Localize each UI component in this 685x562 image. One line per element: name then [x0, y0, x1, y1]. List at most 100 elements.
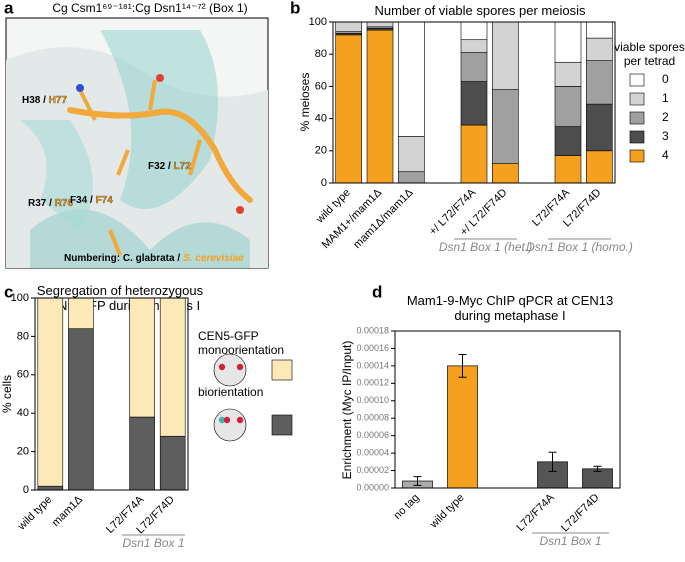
bar-segment — [460, 52, 488, 82]
legend-label: 4 — [662, 148, 669, 162]
bar-segment — [586, 37, 613, 61]
bar-segment — [335, 34, 362, 184]
legend-label: CEN5-GFP monoorientation — [198, 329, 285, 357]
legend-label: 0 — [662, 72, 669, 86]
bar-segment — [554, 61, 582, 87]
y-axis-label: % meioses — [298, 73, 312, 132]
bar-segment — [554, 155, 582, 184]
group-label: Dsn1 Box 1 (het.) — [439, 240, 532, 254]
residue-cg: R37 — [28, 198, 47, 209]
y-tick-label: 0.00000 — [356, 482, 389, 492]
chart-title: Number of viable spores per meiosis — [374, 3, 586, 18]
y-tick-label: 80 — [17, 330, 29, 342]
bar-segment — [68, 328, 94, 491]
residue-label: F34 / F74 — [70, 195, 113, 206]
legend-dot — [236, 416, 244, 424]
y-tick-label: 100 — [11, 292, 29, 304]
legend-diagram — [213, 353, 247, 387]
residue-sc: F74 — [96, 195, 114, 206]
bar-segment — [398, 171, 425, 184]
plot-frame — [332, 21, 616, 184]
legend-label: biorientation — [198, 385, 264, 399]
panel-label: a — [4, 0, 14, 17]
legend-swatch — [271, 359, 293, 381]
numbering-highlight: S. cerevisiae — [183, 253, 244, 264]
plot-frame — [34, 297, 189, 491]
y-tick-label: 60 — [315, 80, 327, 92]
x-tick-label: wild type — [427, 492, 466, 531]
structure-title: Cg Csm1⁶⁹⁻¹⁸¹:Cg Dsn1¹⁴⁻⁷² (Box 1) — [52, 1, 247, 15]
legend-swatch — [629, 73, 645, 87]
structure-image — [5, 17, 269, 269]
bar-segment — [159, 297, 186, 437]
x-tick-label: wild type — [15, 494, 54, 533]
y-tick-label: 0 — [321, 177, 327, 189]
bar-segment — [366, 21, 394, 28]
y-tick-label: 0.00010 — [356, 395, 389, 405]
separator: / — [165, 161, 173, 172]
bar-segment — [460, 39, 488, 53]
bar-segment — [492, 89, 519, 164]
x-tick-label: mam1Δ — [50, 493, 86, 529]
bar — [447, 365, 478, 489]
error-bar — [593, 465, 602, 472]
bar-segment — [398, 136, 425, 173]
error-bar — [413, 476, 422, 486]
legend-swatch — [629, 92, 645, 106]
bar-segment — [129, 416, 155, 491]
legend-diagram — [213, 408, 247, 442]
panel-label: c — [4, 282, 13, 301]
group-label: Dsn1 Box 1 (homo.) — [526, 240, 633, 254]
separator: / — [87, 195, 95, 206]
legend-label: biorientation — [198, 385, 264, 399]
bar-segment — [492, 163, 519, 184]
residue-cg: H38 — [22, 95, 41, 106]
bar-segment — [586, 60, 613, 105]
legend-title: viable spores per tetrad — [614, 40, 685, 68]
y-tick-label: 0.00004 — [356, 447, 389, 457]
legend-swatch — [629, 130, 645, 144]
residue-label: R37 / R76 — [28, 198, 73, 209]
y-axis-label: % cells — [0, 375, 14, 413]
residue-sc: R76 — [55, 198, 74, 209]
y-tick-label: 20 — [17, 446, 29, 458]
legend-dot — [236, 363, 244, 371]
x-tick-label: L72/F74D — [559, 492, 602, 535]
legend-swatch — [629, 111, 645, 125]
legend-label: 1 — [662, 91, 669, 105]
y-tick-label: 0.00018 — [356, 325, 389, 335]
bar-segment — [37, 485, 64, 491]
y-tick-label: 0.00006 — [356, 430, 389, 440]
y-tick-label: 20 — [315, 145, 327, 157]
bar-segment — [554, 126, 582, 156]
plot-frame — [394, 330, 621, 489]
error-bar — [458, 354, 467, 378]
bar-segment — [554, 21, 582, 63]
chart-title: Mam1-9-Myc ChIP qPCR at CEN13 during met… — [407, 293, 613, 323]
residue-sc: H77 — [49, 95, 68, 106]
y-tick-label: 0 — [23, 484, 29, 496]
y-axis-label: Enrichment (Myc IP/Input) — [340, 341, 354, 480]
bar-segment — [492, 21, 519, 90]
legend-dot — [218, 363, 226, 371]
bar-segment — [68, 297, 94, 330]
bar-segment — [460, 81, 488, 126]
residue-label: F32 / L72 — [148, 161, 191, 172]
bar-segment — [554, 86, 582, 127]
legend-dot — [218, 416, 226, 424]
bar-segment — [335, 21, 362, 32]
legend-swatch — [271, 414, 293, 436]
x-tick-label: mam1Δ/mam1Δ — [351, 186, 416, 251]
y-tick-label: 0.00002 — [356, 465, 389, 475]
y-tick-label: 40 — [315, 113, 327, 125]
residue-label: H38 / H77 — [22, 95, 67, 106]
y-tick-label: 0.00008 — [356, 413, 389, 423]
bar-segment — [460, 124, 488, 184]
error-bar — [548, 451, 557, 472]
legend-label: 3 — [662, 129, 669, 143]
y-tick-label: 0.00014 — [356, 360, 389, 370]
bar-segment — [398, 21, 425, 137]
bar-segment — [37, 297, 64, 487]
legend-label: 2 — [662, 110, 669, 124]
